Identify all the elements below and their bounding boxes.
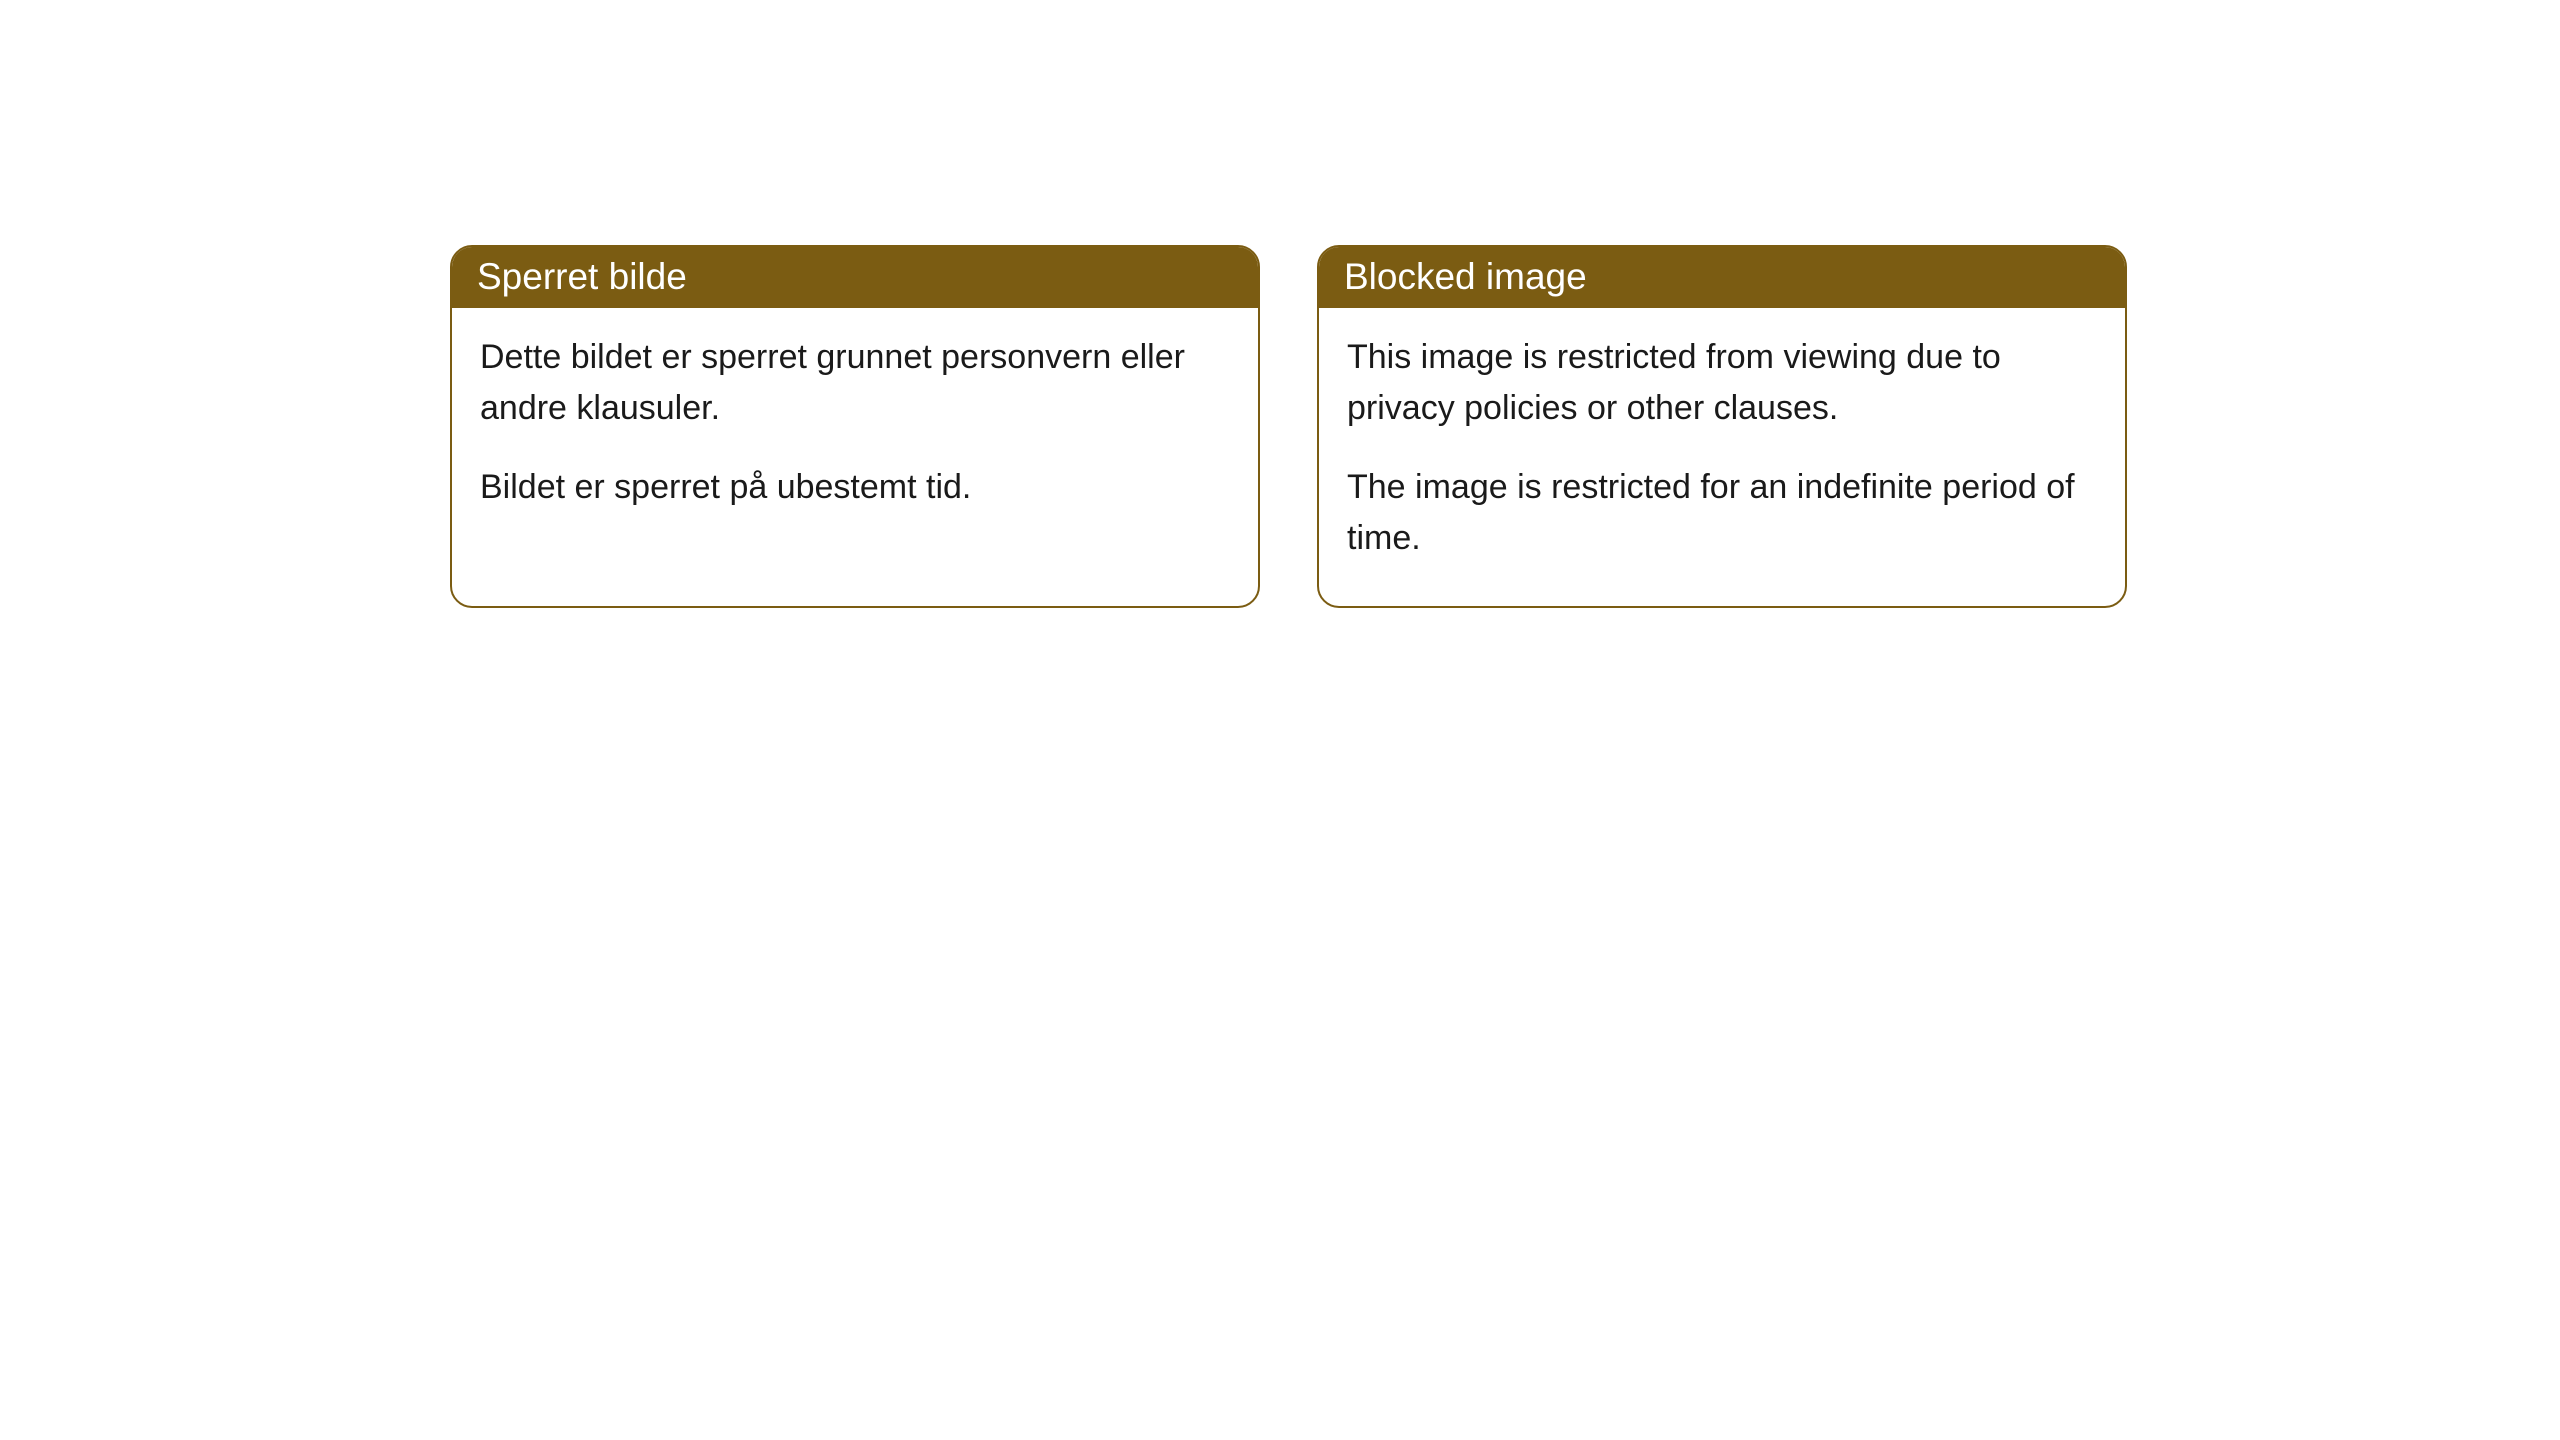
card-text-english-1: This image is restricted from viewing du…	[1347, 332, 2097, 434]
card-body-norwegian: Dette bildet er sperret grunnet personve…	[452, 308, 1258, 555]
card-english: Blocked image This image is restricted f…	[1317, 245, 2127, 608]
card-text-english-2: The image is restricted for an indefinit…	[1347, 462, 2097, 564]
card-header-norwegian: Sperret bilde	[452, 247, 1258, 308]
card-norwegian: Sperret bilde Dette bildet er sperret gr…	[450, 245, 1260, 608]
card-header-english: Blocked image	[1319, 247, 2125, 308]
card-text-norwegian-1: Dette bildet er sperret grunnet personve…	[480, 332, 1230, 434]
cards-container: Sperret bilde Dette bildet er sperret gr…	[450, 245, 2560, 608]
card-body-english: This image is restricted from viewing du…	[1319, 308, 2125, 606]
card-text-norwegian-2: Bildet er sperret på ubestemt tid.	[480, 462, 1230, 513]
